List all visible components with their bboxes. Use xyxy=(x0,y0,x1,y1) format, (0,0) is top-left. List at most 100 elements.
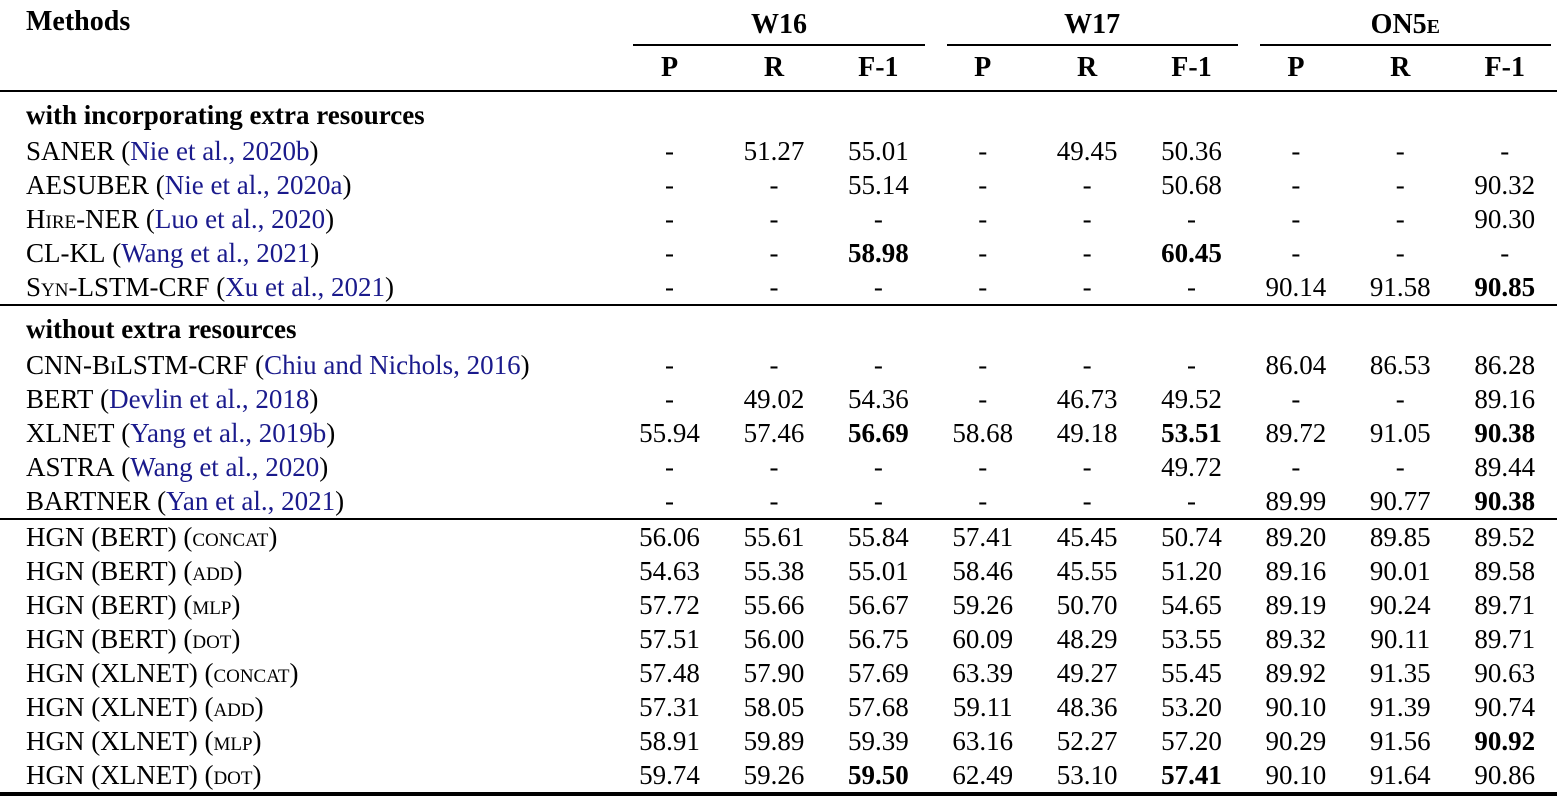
value-cell: 90.85 xyxy=(1474,272,1536,302)
metric-header-row: P R F-1 P R F-1 P R F-1 xyxy=(0,46,1557,92)
value-cell: 56.67 xyxy=(847,590,909,620)
citation-link[interactable]: Devlin et al., 2018 xyxy=(109,384,310,414)
method-name: HGN (BERT) (add) xyxy=(26,556,243,586)
value-cell: - xyxy=(769,272,779,302)
value-cell: 90.86 xyxy=(1474,760,1536,790)
value-cell: - xyxy=(769,452,779,482)
value-cell: 49.45 xyxy=(1056,136,1118,166)
method-cell: BARTNER (Yan et al., 2021) xyxy=(0,484,617,519)
method-cell: HGN (BERT) (dot) xyxy=(0,622,617,656)
value-cell: 90.14 xyxy=(1265,272,1327,302)
value-cell: 86.28 xyxy=(1474,350,1536,380)
value-cell: 91.39 xyxy=(1369,692,1431,722)
citation-paren-close: ) xyxy=(310,238,320,268)
dataset-group-label: ON5e xyxy=(1259,9,1551,46)
table-row: AESUBER (Nie et al., 2020a) - - 55.14 - - 50.6… xyxy=(0,168,1557,202)
metric-header: F-1 xyxy=(826,46,931,92)
value-cell: - xyxy=(665,136,675,166)
value-cell: 59.26 xyxy=(743,760,805,790)
method-cell: HGN (XLNET) (concat) xyxy=(0,656,617,690)
citation-link[interactable]: Luo et al., 2020 xyxy=(154,204,326,234)
value-cell: - xyxy=(1395,136,1405,166)
method-name: HGN (BERT) (mlp) xyxy=(26,590,241,620)
value-cell: 89.92 xyxy=(1265,658,1327,688)
value-cell: 51.20 xyxy=(1161,556,1222,586)
table-row: HGN (BERT) (mlp) 57.72 55.66 56.67 59.26 50.7… xyxy=(0,588,1557,622)
metric-header: P xyxy=(930,46,1035,92)
table-row: SANER (Nie et al., 2020b) - 51.27 55.01 - 49.… xyxy=(0,134,1557,168)
value-cell: 57.20 xyxy=(1161,726,1222,756)
citation-paren-close: ) xyxy=(335,486,345,516)
citation-paren-open: ( xyxy=(105,238,122,268)
value-cell: - xyxy=(978,136,988,166)
value-cell: 57.41 xyxy=(1161,760,1222,790)
value-cell: - xyxy=(1082,204,1092,234)
value-cell: 90.77 xyxy=(1369,486,1431,516)
method-cell: Hire-NER (Luo et al., 2020) xyxy=(0,202,617,236)
value-cell: 86.53 xyxy=(1369,350,1431,380)
method-cell: AESUBER (Nie et al., 2020a) xyxy=(0,168,617,202)
citation-paren-open: ( xyxy=(114,136,131,166)
metric-header: F-1 xyxy=(1139,46,1244,92)
citation-link[interactable]: Wang et al., 2020 xyxy=(130,452,320,482)
table-row: XLNET (Yang et al., 2019b) 55.94 57.46 56.6… xyxy=(0,416,1557,450)
value-cell: 91.35 xyxy=(1369,658,1431,688)
citation-link[interactable]: Yan et al., 2021 xyxy=(166,486,336,516)
value-cell: - xyxy=(978,384,988,414)
method-name: HGN (XLNET) (dot) xyxy=(26,760,262,790)
method-cell: HGN (BERT) (mlp) xyxy=(0,588,617,622)
value-cell: - xyxy=(1395,238,1405,268)
value-cell: - xyxy=(1395,170,1405,200)
value-cell: - xyxy=(1082,238,1092,268)
value-cell: 50.74 xyxy=(1139,518,1244,554)
value-cell: 55.14 xyxy=(847,170,909,200)
citation-link[interactable]: Nie et al., 2020a xyxy=(164,170,343,200)
table-row: Hire-NER (Luo et al., 2020) - - - - - - - - 90.30 xyxy=(0,202,1557,236)
value-cell: - xyxy=(769,350,779,380)
value-cell: 54.65 xyxy=(1161,590,1222,620)
value-cell: 56.69 xyxy=(847,418,909,448)
method-name: HGN (BERT) (dot) xyxy=(26,624,241,654)
value-cell: - xyxy=(1291,136,1301,166)
value-cell: 62.49 xyxy=(952,760,1014,790)
citation-link[interactable]: Nie et al., 2020b xyxy=(130,136,310,166)
method-cell: CL-KL (Wang et al., 2021) xyxy=(0,236,617,270)
citation-paren-close: ) xyxy=(309,136,319,166)
value-cell: - xyxy=(873,272,883,302)
method-name: BERT xyxy=(26,384,94,414)
value-cell: - xyxy=(1291,204,1301,234)
citation-link[interactable]: Yang et al., 2019b xyxy=(130,418,327,448)
value-cell: - xyxy=(1082,452,1092,482)
value-cell: 45.45 xyxy=(1034,518,1140,554)
table-row: CL-KL (Wang et al., 2021) - - 58.98 - - 60.45 -… xyxy=(0,236,1557,270)
value-cell: - xyxy=(769,238,779,268)
value-cell: 60.45 xyxy=(1161,238,1222,268)
citation-link[interactable]: Xu et al., 2021 xyxy=(225,272,385,302)
value-cell: - xyxy=(873,350,883,380)
value-cell: 50.68 xyxy=(1161,170,1222,200)
value-cell: - xyxy=(1187,350,1196,380)
citation-link[interactable]: Chiu and Nichols, 2016 xyxy=(264,350,521,380)
citation-paren-open: ( xyxy=(149,170,165,200)
value-cell: 55.38 xyxy=(743,556,805,586)
table-row: Syn-LSTM-CRF (Xu et al., 2021) - - - - - - 90.1… xyxy=(0,270,1557,305)
method-cell: HGN (BERT) (concat) xyxy=(0,518,618,554)
value-cell: 59.89 xyxy=(743,726,805,756)
value-cell: 91.58 xyxy=(1369,272,1431,302)
value-cell: 50.36 xyxy=(1161,136,1222,166)
method-name: Hire-NER xyxy=(26,204,140,234)
table-row: BARTNER (Yan et al., 2021) - - - - - - 89.99 90.… xyxy=(0,484,1557,519)
table-row: ASTRA (Wang et al., 2020) - - - - - 49.72 - - 89.… xyxy=(0,450,1557,484)
citation-link[interactable]: Wang et al., 2021 xyxy=(121,238,311,268)
value-cell: - xyxy=(978,204,988,234)
value-cell: - xyxy=(769,170,779,200)
value-cell: - xyxy=(1395,452,1405,482)
citation-paren-close: ) xyxy=(325,204,335,234)
table-row: HGN (XLNET) (dot) 59.74 59.26 59.50 62.49 53.… xyxy=(0,758,1557,794)
value-cell: - xyxy=(978,350,988,380)
table-row: CNN-BiLSTM-CRF (Chiu and Nichols, 2016) -… xyxy=(0,348,1557,382)
table-row: BERT (Devlin et al., 2018) - 49.02 54.36 - 46… xyxy=(0,382,1557,416)
method-cell: XLNET (Yang et al., 2019b) xyxy=(0,416,617,450)
